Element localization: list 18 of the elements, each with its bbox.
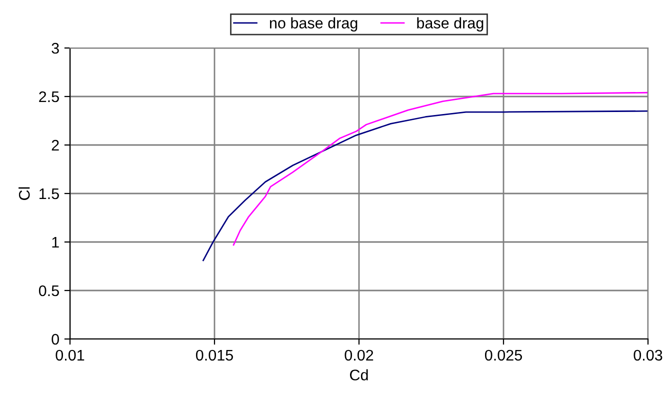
y-axis-title: Cl: [18, 187, 30, 200]
line-series: [232, 92, 648, 246]
y-tick-label: 2: [52, 140, 59, 151]
x-tick-label: 0.03: [634, 350, 662, 361]
x-tick-label: 0.025: [484, 350, 522, 361]
x-tick-label: 0.02: [344, 350, 374, 361]
y-tick-label: 0.5: [38, 285, 59, 296]
x-axis-title: Cd: [350, 369, 368, 380]
y-tick-label: 2.5: [39, 91, 59, 102]
y-tick-label: 1: [52, 237, 59, 248]
y-tick-label: 0: [52, 334, 59, 345]
x-tick-label: 0.015: [196, 350, 233, 361]
x-tick-label: 0.01: [56, 350, 84, 361]
y-tick-label: 3: [52, 42, 59, 54]
y-tick-label: 1.5: [40, 188, 59, 200]
legend-label: base drag: [417, 17, 484, 32]
line-series: [202, 110, 648, 262]
legend-label: no base drag: [270, 17, 358, 32]
